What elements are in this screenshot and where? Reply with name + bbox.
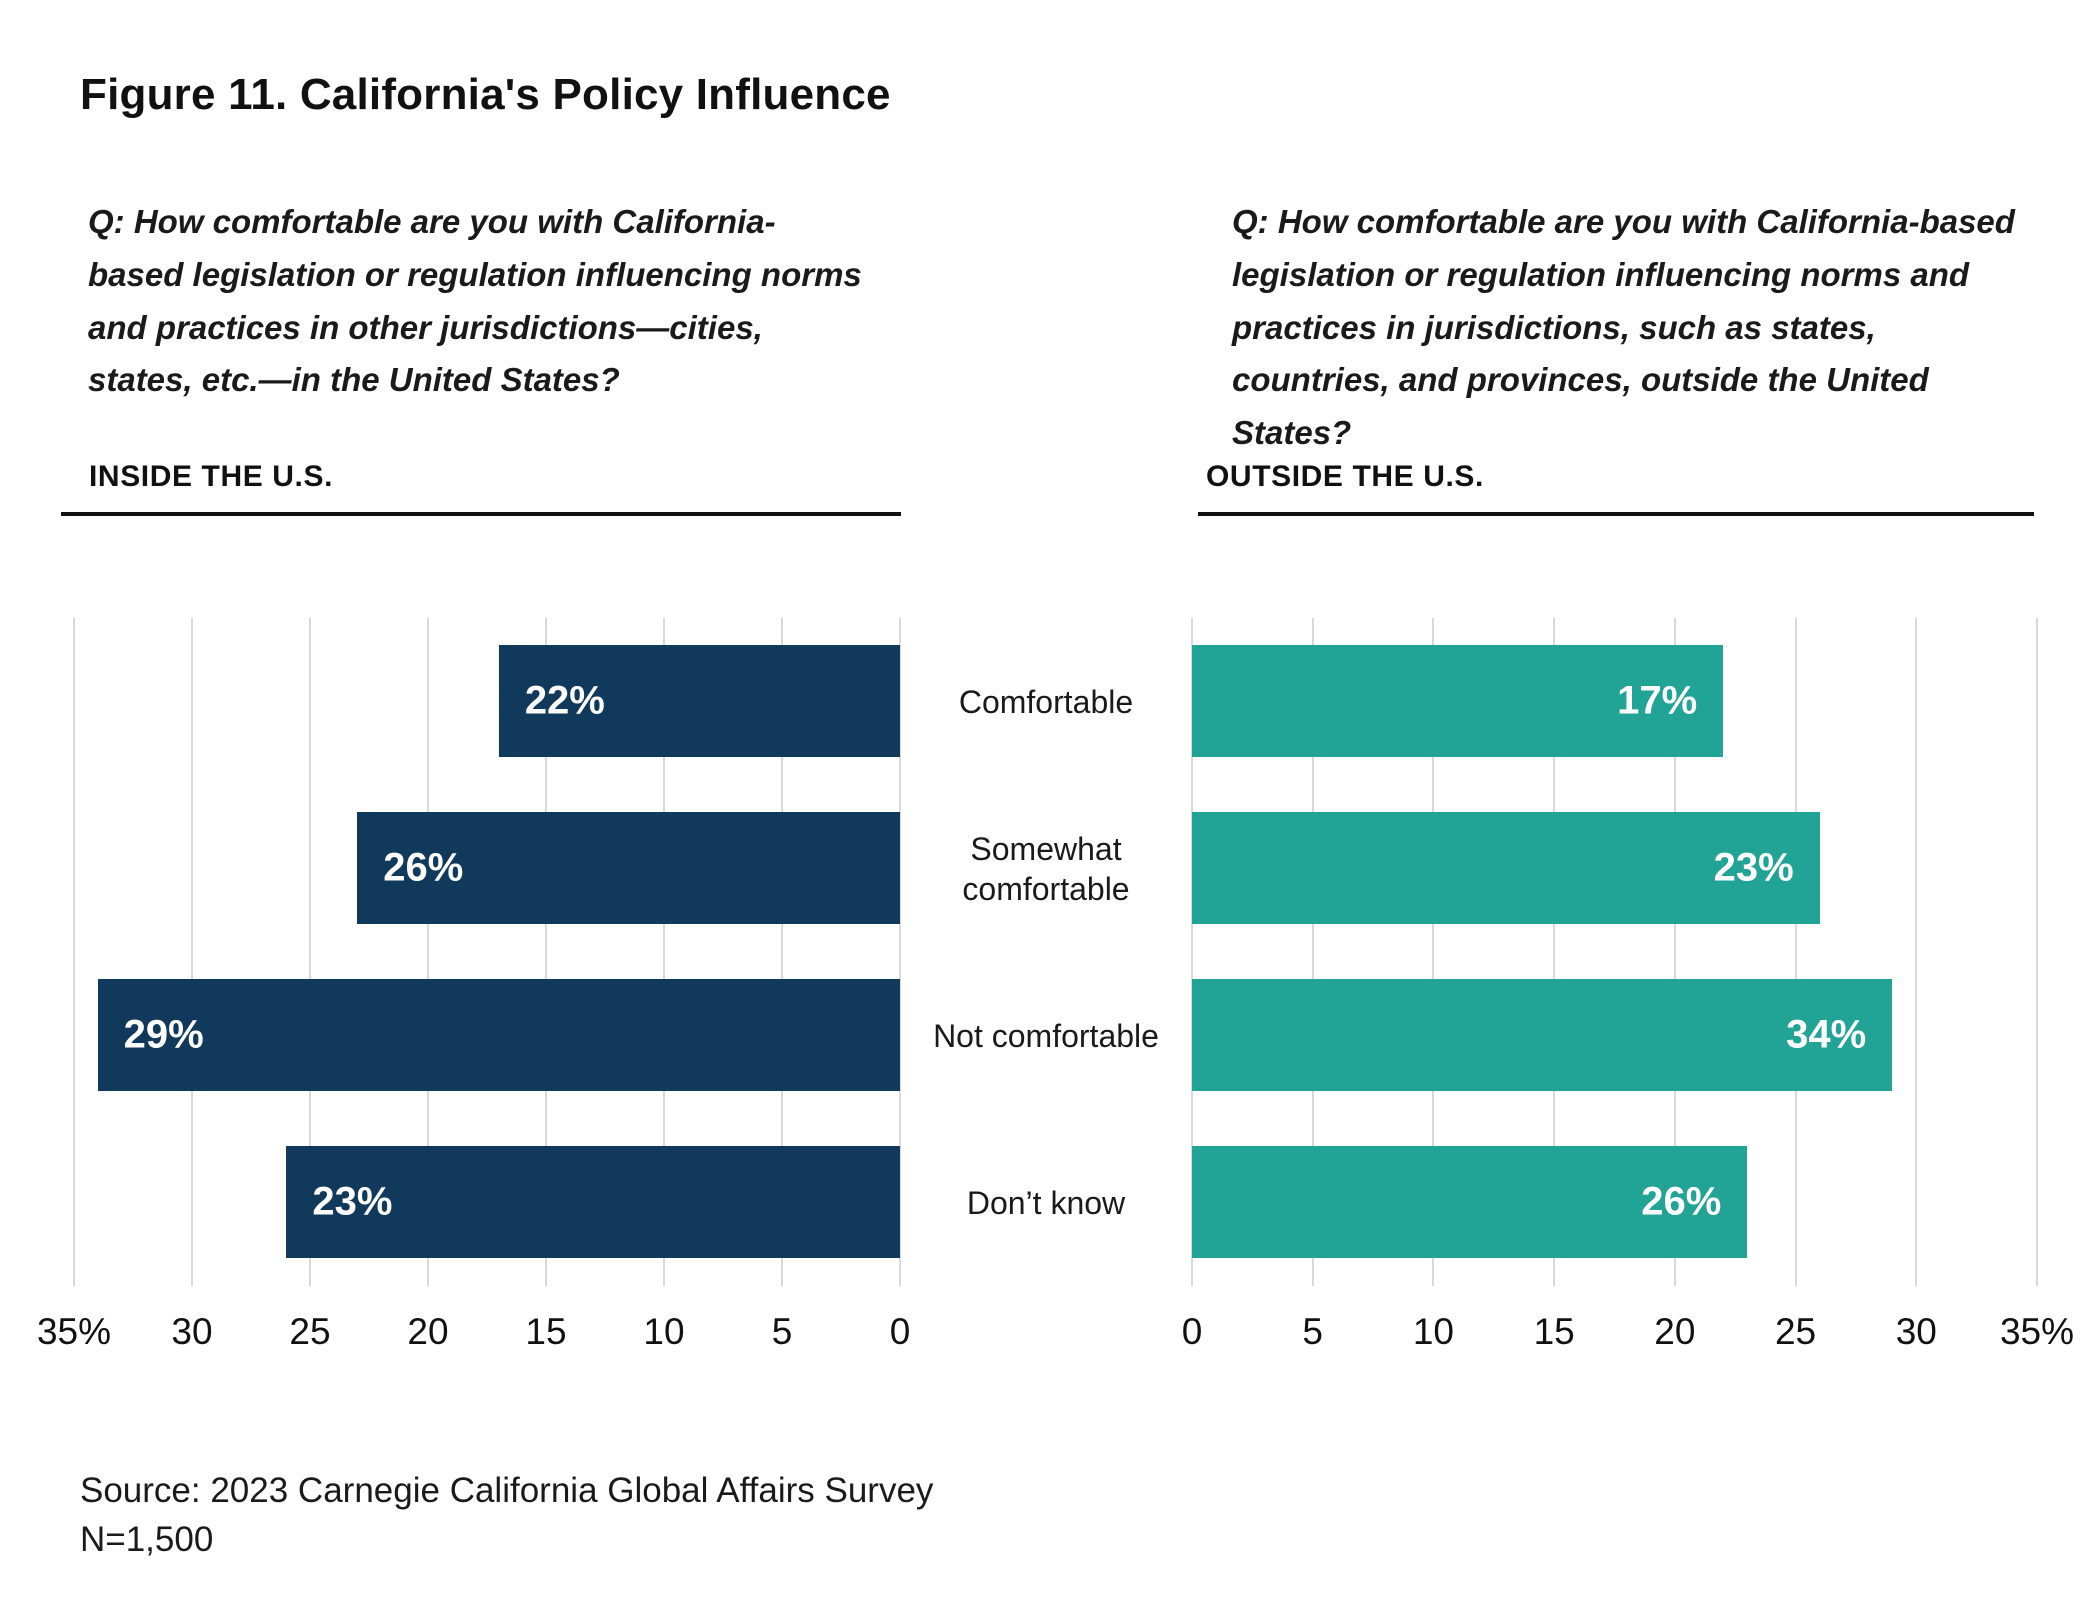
gridline bbox=[781, 618, 783, 1286]
figure-title: Figure 11. California's Policy Influence bbox=[80, 70, 891, 119]
question-outside-us: Q: How comfortable are you with Californ… bbox=[1232, 203, 2015, 452]
gridline bbox=[2036, 618, 2038, 1286]
category-label: Comfortable bbox=[958, 683, 1134, 720]
panel-header-inside-us-label: INSIDE THE U.S. bbox=[89, 460, 334, 493]
bar-value-label: 17% bbox=[1617, 678, 1698, 723]
bar-value-label: 26% bbox=[383, 845, 464, 890]
axis-tick-label: 15 bbox=[525, 1311, 567, 1352]
axis-tick-label: 35% bbox=[1999, 1311, 2075, 1352]
axis-tick-label: 35% bbox=[36, 1311, 112, 1352]
axis-tick-label: 5 bbox=[771, 1311, 793, 1352]
question-inside-us: Q: How comfortable are you with Californ… bbox=[88, 203, 862, 399]
bar-row: 22% bbox=[74, 618, 900, 785]
axis-tick-label: 10 bbox=[1412, 1311, 1454, 1352]
category-label: Not comfortable bbox=[933, 1017, 1159, 1054]
bar-outside-us-3: 26% bbox=[1192, 1146, 1748, 1258]
bar-inside-us-2: 29% bbox=[97, 979, 900, 1091]
axis-tick-label: 20 bbox=[1654, 1311, 1696, 1352]
axis-tick-label: 25 bbox=[289, 1311, 331, 1352]
axis-tick-label: 5 bbox=[1302, 1311, 1323, 1352]
bar-inside-us-1: 26% bbox=[357, 812, 900, 924]
panel-header-outside-us: OUTSIDE THE U.S. bbox=[1198, 460, 2034, 516]
gridline bbox=[1673, 618, 1676, 1286]
gridline bbox=[73, 618, 75, 1286]
axis-tick-label: 15 bbox=[1533, 1311, 1575, 1352]
axis-inside-us: 35% 30 25 20 15 10 5 0 bbox=[37, 1311, 910, 1365]
source-note: Source: 2023 Carnegie California Global … bbox=[80, 1466, 933, 1564]
gridline bbox=[1311, 618, 1314, 1286]
axis-tick-label: 30 bbox=[1895, 1311, 1937, 1352]
bar-row: 26% bbox=[74, 785, 900, 952]
bar-value-label: 34% bbox=[1786, 1012, 1867, 1057]
gridline bbox=[1794, 618, 1797, 1286]
gridline bbox=[191, 618, 193, 1286]
panel-header-outside-us-label: OUTSIDE THE U.S. bbox=[1206, 460, 1484, 493]
bar-value-label: 23% bbox=[312, 1179, 393, 1224]
axis-tick-label: 20 bbox=[407, 1311, 449, 1352]
bar-row: 26% bbox=[1192, 1119, 2037, 1286]
bar-outside-us-2: 34% bbox=[1192, 979, 1893, 1091]
bar-row: 29% bbox=[74, 952, 900, 1119]
bar-value-label: 22% bbox=[524, 678, 605, 723]
sample-size: N=1,500 bbox=[80, 1520, 214, 1559]
chart-inside-us: 22% 26% 29% 23% bbox=[73, 618, 901, 1286]
axis-tick-label: 0 bbox=[1181, 1311, 1203, 1352]
axis-outside-us: 0 5 10 15 20 25 30 35% bbox=[1182, 1311, 2074, 1365]
category-label: Somewhat comfortable bbox=[962, 830, 1130, 907]
gridline bbox=[663, 618, 665, 1286]
gridline bbox=[1191, 618, 1193, 1286]
gridline bbox=[427, 618, 429, 1286]
category-labels: Comfortable Somewhat comfortable Not comfo… bbox=[900, 618, 1192, 1286]
bar-value-label: 23% bbox=[1713, 845, 1794, 890]
axis-tick-label: 30 bbox=[171, 1311, 213, 1352]
gridline bbox=[309, 618, 311, 1286]
panel-header-inside-us: INSIDE THE U.S. bbox=[61, 460, 901, 516]
bar-inside-us-0: 22% bbox=[498, 645, 900, 757]
bar-row: 34% bbox=[1192, 952, 2037, 1119]
gridline bbox=[1915, 618, 1918, 1286]
bar-value-label: 26% bbox=[1641, 1179, 1722, 1224]
axis-tick-label: 0 bbox=[889, 1311, 911, 1352]
bar-outside-us-1: 23% bbox=[1192, 812, 1820, 924]
gridline bbox=[1432, 618, 1435, 1286]
bar-outside-us-0: 17% bbox=[1192, 645, 1724, 757]
bar-row: 17% bbox=[1192, 618, 2037, 785]
gridline bbox=[1553, 618, 1556, 1286]
gridline bbox=[899, 618, 901, 1286]
bar-row: 23% bbox=[74, 1119, 900, 1286]
bar-value-label: 29% bbox=[123, 1012, 204, 1057]
source-line: Source: 2023 Carnegie California Global … bbox=[80, 1471, 934, 1510]
bar-inside-us-3: 23% bbox=[286, 1146, 900, 1258]
axis-tick-label: 25 bbox=[1774, 1311, 1817, 1352]
chart-outside-us: 17% 23% 34% 26% bbox=[1191, 618, 2038, 1286]
gridline bbox=[545, 618, 547, 1286]
bar-row: 23% bbox=[1192, 785, 2037, 952]
axis-tick-label: 10 bbox=[643, 1311, 685, 1352]
category-label: Don’t know bbox=[966, 1184, 1126, 1221]
